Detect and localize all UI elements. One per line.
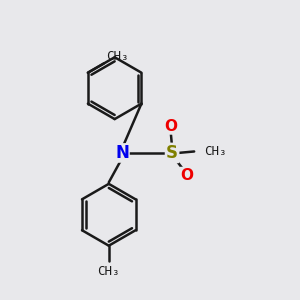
Text: S: S — [166, 144, 178, 162]
Text: O: O — [164, 119, 177, 134]
Text: CH₃: CH₃ — [106, 50, 129, 63]
Text: CH₃: CH₃ — [98, 265, 120, 278]
Text: O: O — [180, 167, 193, 182]
Text: N: N — [115, 144, 129, 162]
Text: CH₃: CH₃ — [205, 145, 227, 158]
